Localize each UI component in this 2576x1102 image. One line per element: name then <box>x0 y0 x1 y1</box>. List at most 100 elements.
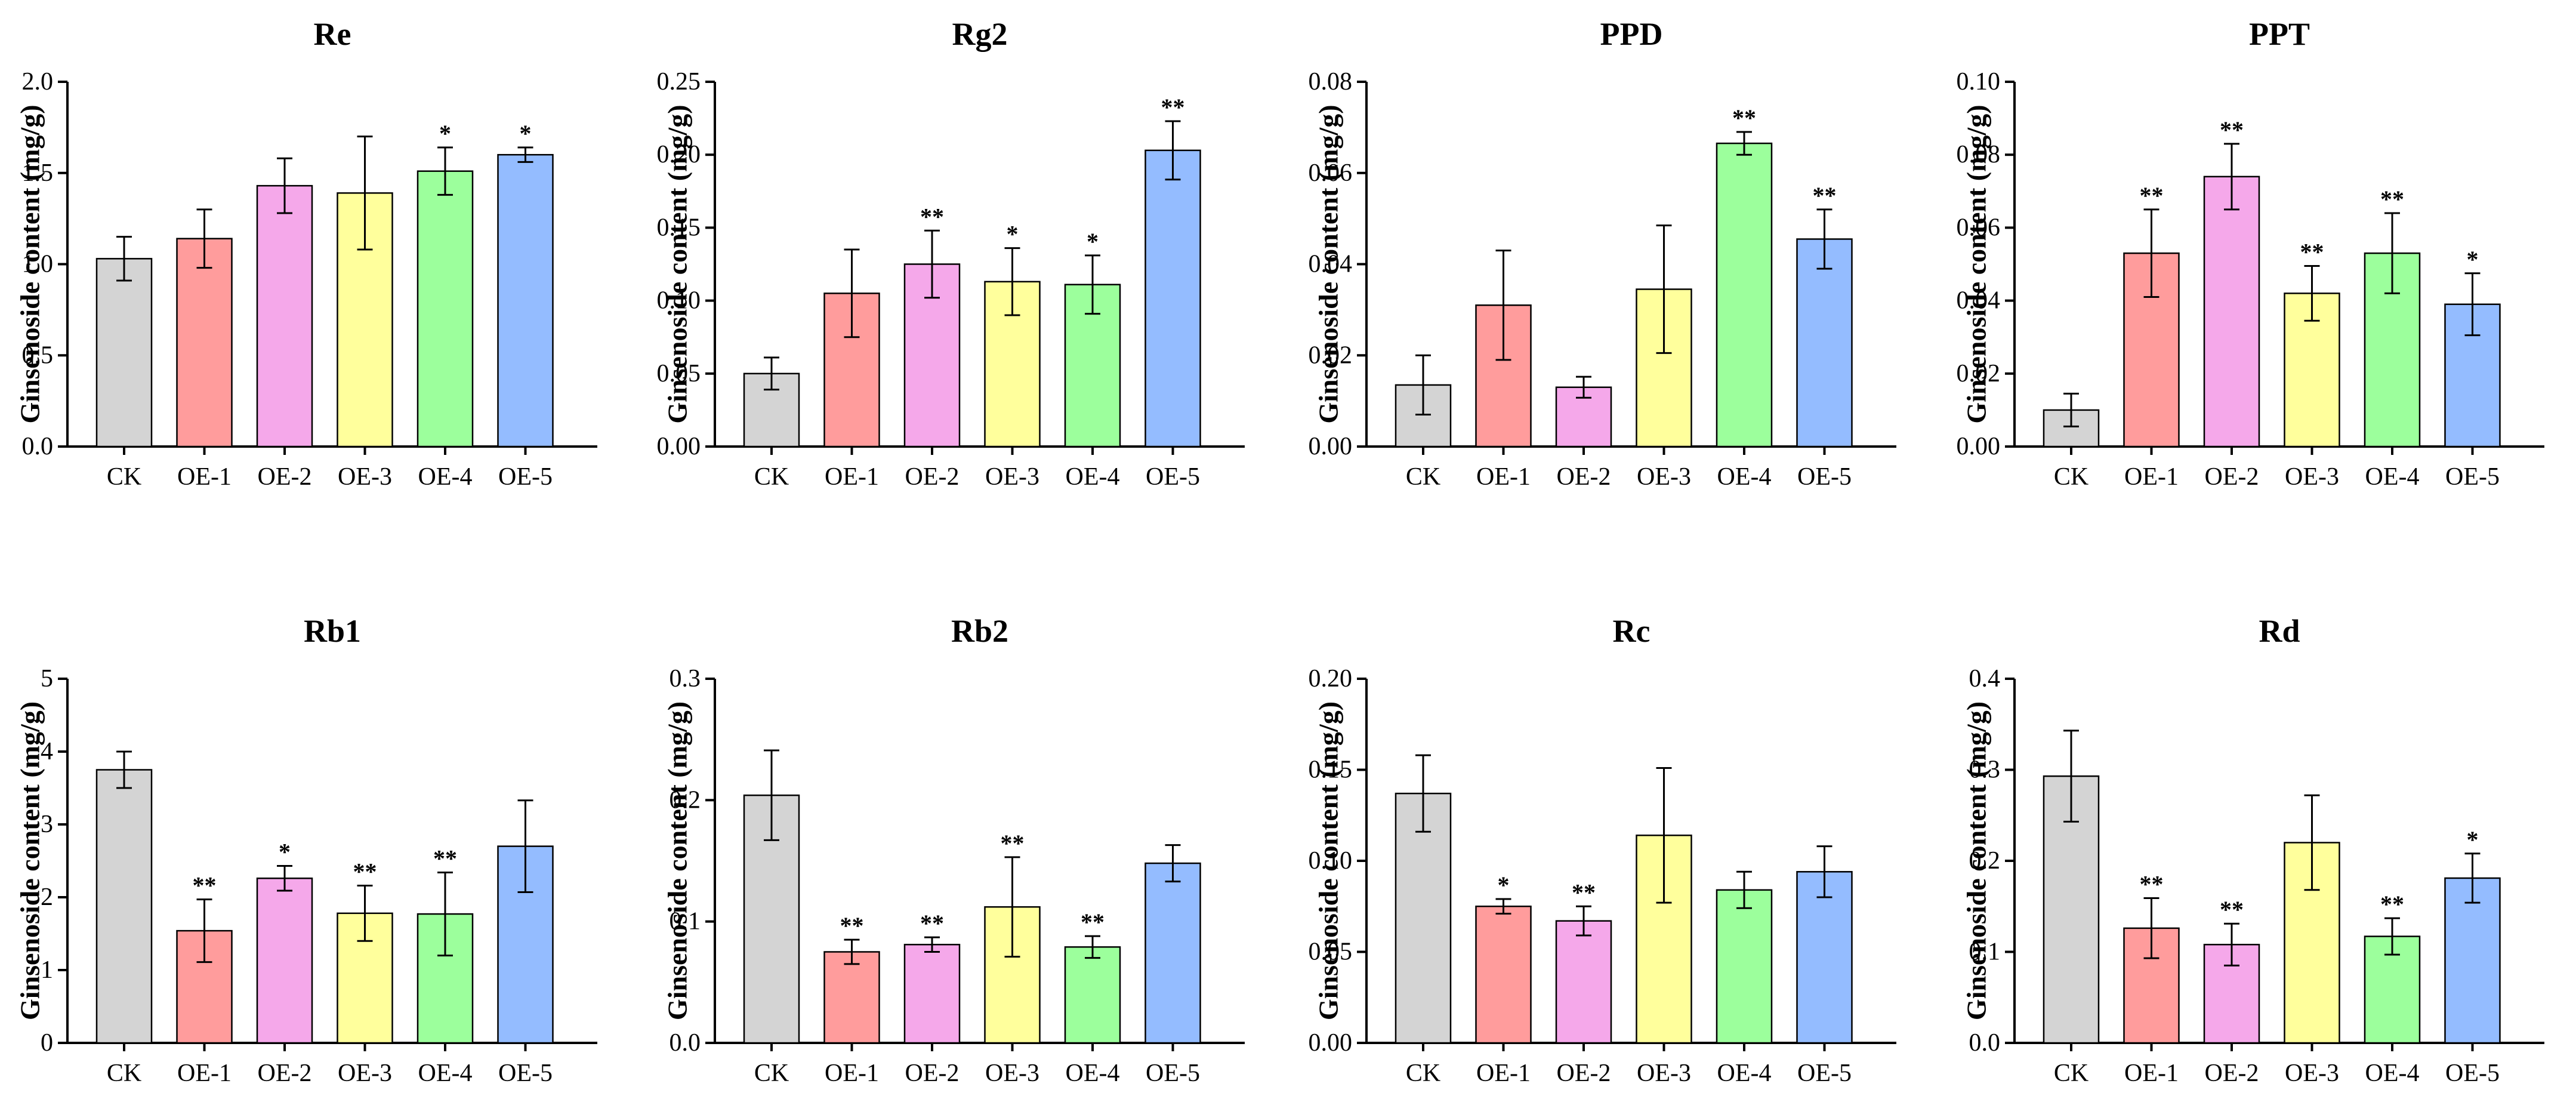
error-bar <box>924 936 940 953</box>
y-tick-label: 0.25 <box>657 68 701 96</box>
y-axis-label: Ginsenoside content (mg/g) <box>15 104 45 423</box>
x-tick-label: OE-4 <box>418 463 473 491</box>
chart-re: Re Ginsenoside content (mg/g) 0.0 0.5 1.0 1.5… <box>15 16 597 491</box>
y-tick-label: 0.00 <box>657 433 701 460</box>
x-tick-label: OE-4 <box>1066 1060 1120 1087</box>
y-tick-label: 5 <box>41 665 53 692</box>
y-axis-label: Ginsenoside content (mg/g) <box>1313 104 1344 423</box>
chart-title: Rg2 <box>952 16 1008 52</box>
bar-oe-4 <box>1716 142 1773 448</box>
error-bar <box>2384 212 2400 294</box>
bar-oe-5 <box>1144 862 1201 1044</box>
error-bar <box>2464 852 2481 904</box>
significance-label: * <box>279 839 291 866</box>
error-bar <box>764 749 779 841</box>
x-tick-label: OE-3 <box>985 1060 1039 1087</box>
error-bar <box>1004 856 1020 958</box>
x-tick-label: CK <box>2054 463 2088 491</box>
y-tick-label: 0.05 <box>657 360 701 387</box>
x-tick-label: CK <box>1406 1060 1440 1087</box>
y-tick-label: 0.20 <box>1309 665 1353 692</box>
error-bar <box>1495 898 1511 915</box>
x-tick-label: OE-5 <box>1146 1060 1200 1087</box>
error-bar <box>277 865 292 892</box>
y-tick-label: 0.02 <box>1309 341 1353 369</box>
significance-label: * <box>1498 872 1510 898</box>
x-tick-label: OE-5 <box>2445 1060 2500 1087</box>
error-bar <box>764 356 779 391</box>
x-tick-label: OE-3 <box>1637 463 1691 491</box>
significance-label: * <box>1007 221 1019 248</box>
bar-oe-5 <box>497 153 554 448</box>
y-axis-label: Ginsenoside content (mg/g) <box>1313 701 1344 1020</box>
x-tick-label: OE-1 <box>2124 1060 2179 1087</box>
error-bar <box>277 157 292 214</box>
x-tick-label: OE-3 <box>1637 1060 1691 1087</box>
significance-label: ** <box>1572 879 1596 906</box>
bar-oe-2 <box>256 184 313 448</box>
y-tick-label: 0.0 <box>670 1029 701 1057</box>
chart-rb1: Rb1 Ginsenoside content (mg/g) 0 1 2 3 4 5 CK OE-… <box>15 613 597 1087</box>
bar-oe-2 <box>256 878 313 1044</box>
error-bar <box>517 146 533 163</box>
error-bar <box>2063 392 2079 427</box>
y-tick-label: 0.10 <box>1957 68 2001 96</box>
bar-oe-1 <box>176 238 233 448</box>
error-bar <box>196 898 212 964</box>
bar-ck <box>95 769 153 1044</box>
x-tick-label: OE-5 <box>1797 1060 1852 1087</box>
x-tick-label: OE-2 <box>258 1060 312 1087</box>
chart-rb2: Rb2 Ginsenoside content (mg/g) 0.0 0.1 0.2 0.… <box>662 613 1245 1087</box>
y-tick-label: 0.2 <box>670 786 701 814</box>
x-tick-label: OE-3 <box>2285 1060 2339 1087</box>
x-tick-label: OE-1 <box>177 1060 232 1087</box>
y-tick-label: 0.10 <box>1309 847 1353 875</box>
error-bar <box>437 872 453 957</box>
chart-rg2: Rg2 Ginsenoside content (mg/g) 0.00 0.05 0.1… <box>657 16 1245 491</box>
significance-label: ** <box>2220 116 2244 143</box>
error-bar <box>2143 897 2159 959</box>
chart-title: Rb2 <box>951 613 1008 649</box>
bar-oe-2 <box>2203 176 2260 448</box>
bar-oe-2 <box>1555 920 1612 1044</box>
significance-label: ** <box>1081 909 1105 935</box>
error-bar <box>2304 794 2320 891</box>
x-tick-label: CK <box>107 1060 141 1087</box>
significance-label: ** <box>920 910 944 937</box>
error-bar <box>1165 120 1181 181</box>
error-bar <box>1415 354 1431 416</box>
x-tick-label: CK <box>754 463 789 491</box>
error-bar <box>1736 870 1752 909</box>
error-bar <box>196 208 212 269</box>
x-tick-label: OE-4 <box>418 1060 473 1087</box>
error-bar <box>924 229 940 299</box>
error-bar <box>517 799 533 893</box>
significance-label: ** <box>1161 94 1185 121</box>
significance-label: ** <box>1732 104 1756 131</box>
y-tick-label: 1 <box>41 956 53 984</box>
x-tick-label: OE-4 <box>2365 1060 2420 1087</box>
error-bar <box>1085 935 1100 959</box>
x-tick-label: CK <box>107 463 141 491</box>
error-bar <box>1415 754 1431 833</box>
chart-title: PPD <box>1600 16 1663 52</box>
chart-title: Rd <box>2259 613 2300 649</box>
error-bar <box>1736 131 1752 156</box>
x-tick-label: OE-2 <box>905 463 960 491</box>
chart-title: Re <box>314 16 351 52</box>
x-tick-label: CK <box>754 1060 789 1087</box>
y-tick-label: 2 <box>41 884 53 911</box>
x-tick-label: OE-3 <box>985 463 1039 491</box>
chart-ppd: PPD Ginsenoside content (mg/g) 0.00 0.02 0.0… <box>1309 16 1896 491</box>
x-tick-label: OE-2 <box>258 463 312 491</box>
x-tick-label: OE-4 <box>2365 463 2420 491</box>
y-axis-label: Ginsenoside content (mg/g) <box>1961 701 1992 1020</box>
significance-label: ** <box>353 858 377 885</box>
x-tick-label: OE-2 <box>1557 463 1611 491</box>
y-tick-label: 3 <box>41 811 53 838</box>
chart-title: Rc <box>1613 613 1651 649</box>
y-axis-label: Ginsenoside content (mg/g) <box>15 701 45 1020</box>
y-tick-label: 0.3 <box>1969 756 2001 784</box>
error-bar <box>437 146 453 196</box>
y-tick-label: 0.08 <box>1309 68 1353 96</box>
